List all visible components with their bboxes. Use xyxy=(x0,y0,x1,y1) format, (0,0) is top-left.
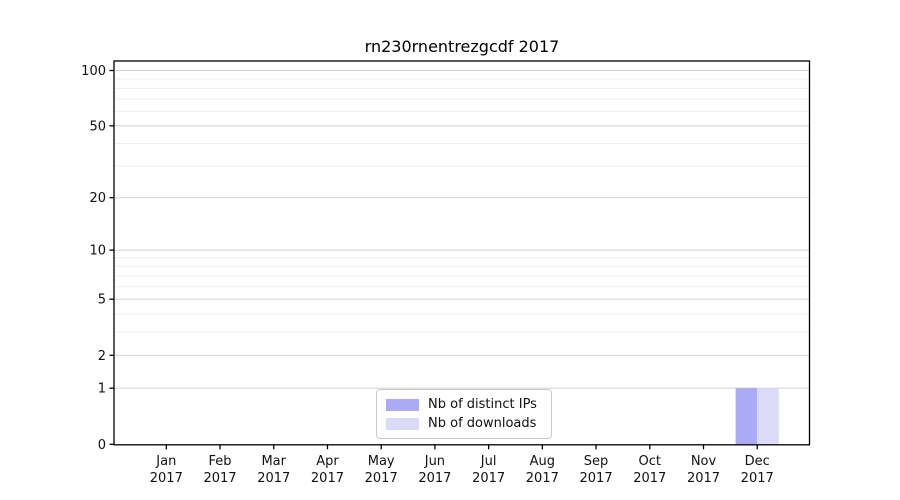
y-tick-label-50: 50 xyxy=(89,119,106,134)
bar-distinct-ips-dec xyxy=(735,388,758,445)
y-tick-label-1: 1 xyxy=(98,382,106,397)
x-tick-label-year-oct: 2017 xyxy=(633,471,666,486)
y-tick-label-2: 2 xyxy=(98,349,106,364)
x-tick-label-month-feb: Feb xyxy=(209,454,232,469)
x-tick-label-month-jun: Jun xyxy=(424,454,445,469)
x-tick-label-year-may: 2017 xyxy=(365,471,398,486)
y-tick-label-0: 0 xyxy=(98,438,106,453)
x-tick-label-year-mar: 2017 xyxy=(257,471,290,486)
legend-item-downloads: Nb of downloads xyxy=(386,416,545,432)
x-tick-label-year-jul: 2017 xyxy=(472,471,505,486)
bar-downloads-dec xyxy=(757,388,779,445)
x-tick-label-year-feb: 2017 xyxy=(203,471,236,486)
legend-label-downloads: Nb of downloads xyxy=(428,416,537,431)
x-tick-label-year-aug: 2017 xyxy=(526,471,559,486)
x-tick-label-month-aug: Aug xyxy=(530,454,555,469)
x-tick-label-month-oct: Oct xyxy=(639,454,661,469)
x-tick-label-month-sep: Sep xyxy=(584,454,609,469)
legend: Nb of distinct IPs Nb of downloads xyxy=(376,389,552,439)
y-tick-label-20: 20 xyxy=(89,191,106,206)
x-tick-label-month-may: May xyxy=(368,454,395,469)
legend-label-distinct-ips: Nb of distinct IPs xyxy=(428,397,537,412)
x-tick-label-year-nov: 2017 xyxy=(687,471,720,486)
chart-title: rn230rnentrezgcdf 2017 xyxy=(364,37,560,56)
legend-item-distinct-ips: Nb of distinct IPs xyxy=(386,397,545,413)
x-tick-label-month-jul: Jul xyxy=(480,454,497,469)
x-tick-label-month-nov: Nov xyxy=(691,454,717,469)
y-tick-label-5: 5 xyxy=(98,293,106,308)
x-tick-label-year-sep: 2017 xyxy=(580,471,613,486)
x-tick-label-year-dec: 2017 xyxy=(741,471,774,486)
x-tick-label-month-jan: Jan xyxy=(155,454,176,469)
x-tick-label-month-mar: Mar xyxy=(261,454,286,469)
x-tick-label-year-jun: 2017 xyxy=(418,471,451,486)
x-tick-label-year-apr: 2017 xyxy=(311,471,344,486)
y-tick-label-10: 10 xyxy=(89,244,106,259)
x-tick-label-month-dec: Dec xyxy=(745,454,770,469)
x-tick-label-year-jan: 2017 xyxy=(150,471,183,486)
legend-swatch-distinct-ips-icon xyxy=(386,399,419,411)
y-tick-label-100: 100 xyxy=(81,64,106,79)
plot-border xyxy=(113,60,811,446)
legend-swatch-downloads-icon xyxy=(386,418,419,430)
x-tick-label-month-apr: Apr xyxy=(316,454,339,469)
